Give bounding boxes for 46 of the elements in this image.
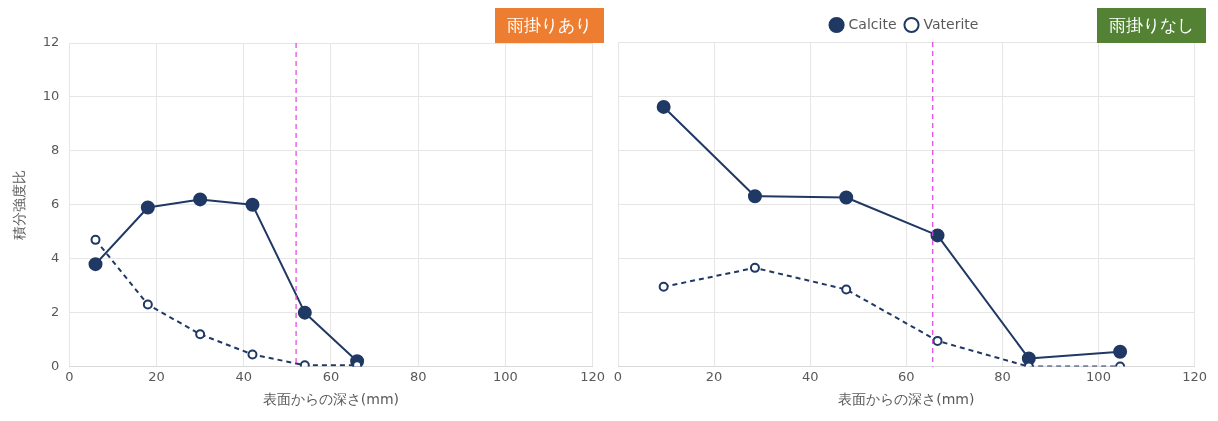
point (195, 329, 206, 340)
point (1113, 344, 1128, 359)
x-tick-label: 0 (613, 368, 623, 384)
y-tick-label: 6 (51, 196, 60, 212)
x-axis-title: 表面からの深さ(mm) (262, 391, 400, 408)
point (747, 189, 762, 204)
x-tick-label: 60 (322, 368, 340, 384)
y-tick-label: 2 (51, 304, 60, 320)
point (839, 190, 854, 205)
point (841, 284, 852, 295)
point (88, 257, 103, 272)
point (140, 200, 155, 215)
x-tick-label: 80 (409, 368, 427, 384)
y-tick-label: 4 (51, 250, 60, 266)
x-axis-title: 表面からの深さ(mm) (838, 391, 975, 408)
x-tick-label: 80 (994, 368, 1011, 384)
x-tick-label: 20 (148, 368, 165, 384)
point (245, 197, 260, 212)
point (749, 262, 760, 273)
x-tick-label: 100 (492, 368, 518, 384)
point (658, 281, 669, 292)
point (90, 234, 101, 245)
x-tick-label: 60 (898, 368, 915, 384)
y-tick-label: 8 (51, 142, 60, 158)
x-tick-label: 120 (1182, 368, 1208, 384)
y-tick-label: 0 (51, 357, 60, 373)
text: 雨掛りあり (495, 8, 604, 43)
x-tick-label: 20 (705, 368, 723, 384)
point (930, 228, 945, 243)
point (247, 349, 258, 360)
point (193, 192, 208, 207)
legend-label: Calcite (848, 15, 897, 32)
x-tick-label: 40 (801, 368, 819, 384)
y-axis-title: 積分強度比 (11, 169, 28, 240)
x-tick-label: 40 (235, 368, 253, 384)
point (297, 305, 312, 320)
y-tick-label: 10 (42, 88, 60, 104)
point (142, 299, 153, 310)
point (656, 99, 671, 114)
x-tick-label: 0 (65, 368, 74, 384)
x-tick-label: 100 (1086, 368, 1111, 384)
point (932, 335, 943, 346)
text: 雨掛りなし (1097, 8, 1206, 43)
x-tick-label: 120 (580, 368, 606, 384)
y-tick-label: 12 (42, 34, 60, 50)
legend-label: Vaterite (923, 15, 979, 32)
